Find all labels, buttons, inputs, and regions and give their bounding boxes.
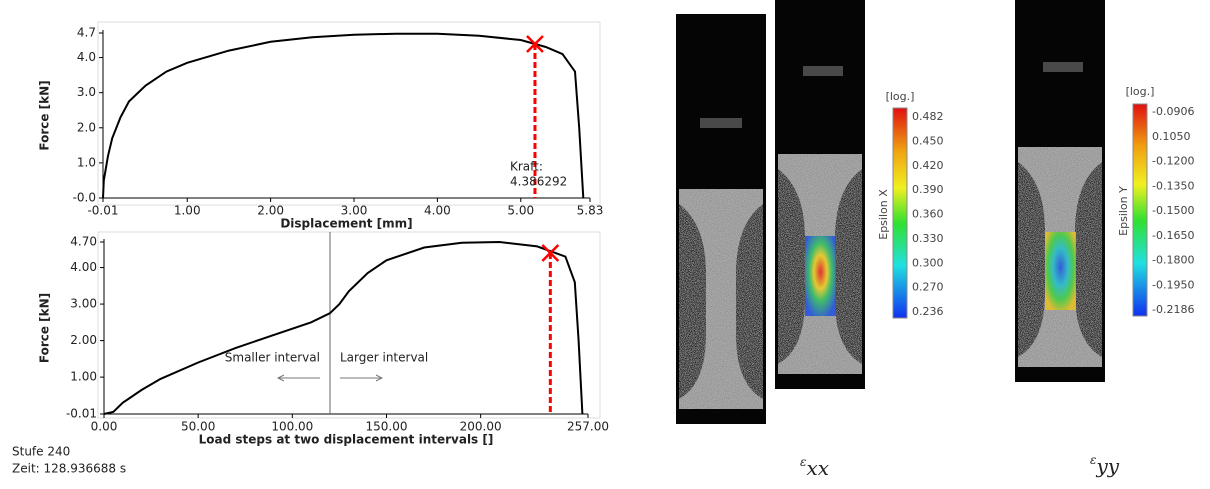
plot-frame [97, 21, 601, 206]
specimen-images [676, 0, 1148, 424]
x-tick-label: 2.00 [257, 204, 284, 218]
colorbar-tick-label: 0.330 [912, 232, 944, 245]
annotation: Larger interval [340, 351, 428, 365]
y-tick-label: 4.0 [77, 50, 96, 64]
caption-symbol: ε [1090, 453, 1096, 467]
colorbar-tick-label: 0.450 [912, 134, 944, 147]
x-tick-label: 5.00 [507, 204, 534, 218]
x-tick-label: 50.00 [181, 420, 215, 434]
colorbar: [log.] Epsilon Y -0.0906 0.1050 -0.1200 -0.13… [1117, 85, 1194, 316]
y-axis-label: Force [kN] [38, 80, 52, 150]
colorbar-tick-label: 0.360 [912, 208, 944, 221]
x-tick-label: 257.00 [567, 420, 609, 434]
y-tick-label: 4.00 [70, 260, 97, 274]
annotation: Kraft: [510, 160, 543, 174]
x-axis-label: Load steps at two displacement intervals… [199, 433, 494, 447]
caption-subscript: xx [806, 456, 829, 480]
y-tick-label: -0.01 [66, 407, 97, 421]
y-tick-label: 2.00 [70, 333, 97, 347]
y-tick-label: 1.00 [70, 370, 97, 384]
colorbar-label: Epsilon X [877, 189, 890, 240]
colorbar-tick-label: 0.300 [912, 256, 944, 269]
interval-arrow [276, 374, 384, 382]
y-tick-label: 4.70 [70, 235, 97, 249]
marker-cross [526, 35, 544, 53]
y-axis-label: Force [kN] [38, 293, 52, 363]
status-step: Stufe 240 [12, 445, 70, 459]
colorbar-tick-label: 0.420 [912, 159, 944, 172]
caption-subscript: yy [1095, 454, 1119, 478]
colorbar-unit: [log.] [886, 90, 915, 103]
colorbar-tick-label: -0.1800 [1152, 254, 1194, 267]
data-line [103, 240, 584, 415]
x-axis-label: Displacement [mm] [280, 217, 412, 231]
caption-symbol: ε [800, 455, 806, 469]
data-line [102, 32, 585, 199]
y-tick-label: 1.0 [77, 155, 96, 169]
x-tick-label: 3.00 [341, 204, 368, 218]
colorbar: [log.] Epsilon X 0.482 0.450 0.420 0.390 0.360… [877, 90, 944, 318]
colorbar-tick-label: 0.236 [912, 305, 944, 318]
y-tick-label: -0.0 [73, 191, 96, 205]
x-tick-label: 5.83 [577, 204, 604, 218]
colorbar-tick-label: -0.1200 [1152, 155, 1194, 168]
colorbar-tick-label: 0.482 [912, 110, 944, 123]
plot-frame [97, 231, 601, 419]
colorbar-tick-label: -0.1650 [1152, 229, 1194, 242]
y-tick-label: 3.0 [77, 85, 96, 99]
colorbar-tick-label: 0.270 [912, 281, 944, 294]
y-tick-label: 3.00 [70, 297, 97, 311]
caption: εyy [1090, 453, 1120, 478]
colorbar-tick-label: 0.390 [912, 183, 944, 196]
annotation: 4.386292 [510, 175, 567, 189]
x-tick-label: -0.01 [87, 204, 118, 218]
colorbar-tick-label: -0.0906 [1152, 105, 1194, 118]
x-tick-label: 100.00 [271, 420, 313, 434]
y-tick-label: 4.7 [77, 26, 96, 40]
status-time: Zeit: 128.936688 s [12, 462, 126, 476]
marker-cross [541, 244, 560, 262]
colorbar-tick-label: -0.1350 [1152, 179, 1194, 192]
colorbar-tick-label: -0.1500 [1152, 204, 1194, 217]
colorbar-label: Epsilon Y [1117, 186, 1130, 236]
x-tick-label: 1.00 [174, 204, 201, 218]
colorbar-tick-label: -0.2186 [1152, 303, 1194, 316]
x-tick-label: 200.00 [460, 420, 502, 434]
colorbar-unit: [log.] [1126, 85, 1155, 98]
annotation: Smaller interval [225, 351, 320, 365]
caption: εxx [800, 455, 829, 480]
y-tick-label: 2.0 [77, 120, 96, 134]
colorbar-tick-label: 0.1050 [1152, 130, 1191, 143]
x-tick-label: 0.00 [91, 420, 118, 434]
colorbar-tick-label: -0.1950 [1152, 278, 1194, 291]
x-tick-label: 150.00 [365, 420, 407, 434]
x-tick-label: 4.00 [424, 204, 451, 218]
